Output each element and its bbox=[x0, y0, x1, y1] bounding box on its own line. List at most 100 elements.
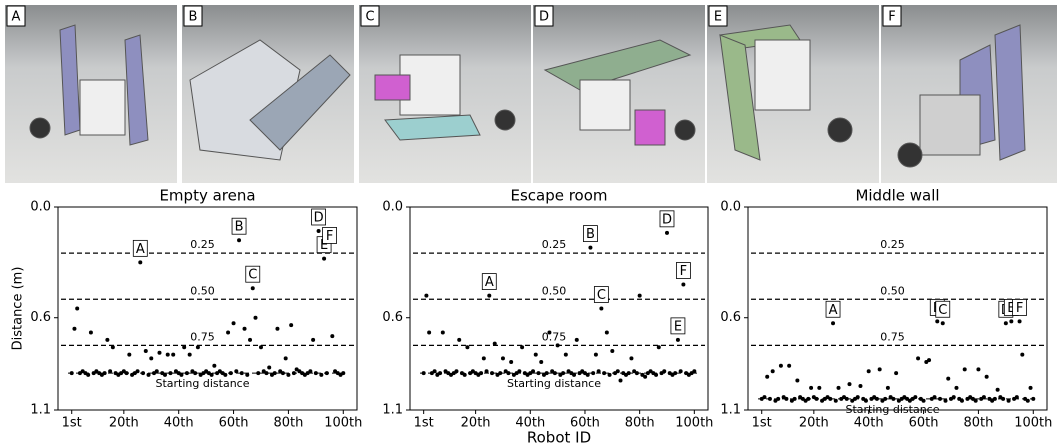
panel-letter: F bbox=[888, 10, 895, 25]
data-point bbox=[72, 326, 77, 331]
chart-title: Middle wall bbox=[855, 187, 939, 205]
data-point bbox=[591, 371, 596, 376]
y-tick-label: 0.6 bbox=[382, 310, 403, 325]
x-tick-label: 80th bbox=[963, 416, 993, 431]
data-point bbox=[427, 330, 432, 335]
data-point bbox=[618, 378, 623, 383]
panel-letter: C bbox=[365, 10, 374, 25]
data-point bbox=[833, 398, 838, 403]
data-point bbox=[539, 360, 544, 365]
data-point bbox=[280, 371, 285, 376]
data-point bbox=[520, 345, 525, 350]
data-point bbox=[250, 286, 255, 291]
panel-letter: E bbox=[714, 10, 722, 25]
data-point bbox=[767, 396, 772, 401]
data-point bbox=[778, 363, 783, 368]
data-point bbox=[267, 365, 272, 370]
annotation: F bbox=[1016, 301, 1023, 316]
annotation: D bbox=[662, 212, 672, 227]
data-point bbox=[626, 371, 631, 376]
data-point bbox=[847, 382, 852, 387]
data-point bbox=[588, 245, 593, 250]
data-point bbox=[322, 256, 327, 261]
data-point bbox=[256, 371, 261, 376]
data-point bbox=[992, 396, 997, 401]
annotation-box bbox=[322, 227, 337, 244]
data-point bbox=[440, 330, 445, 335]
data-point bbox=[1025, 398, 1030, 403]
x-tick-label: 100th bbox=[1014, 416, 1052, 431]
y-tick-label: 0.0 bbox=[382, 200, 403, 215]
data-point bbox=[1020, 352, 1025, 357]
threshold-label: 0.75 bbox=[190, 330, 215, 343]
panel-letter-box bbox=[6, 5, 26, 27]
data-point bbox=[245, 372, 250, 377]
data-point bbox=[844, 396, 849, 401]
data-point bbox=[291, 371, 296, 376]
data-point bbox=[593, 352, 598, 357]
data-point bbox=[432, 369, 437, 374]
data-point bbox=[1003, 321, 1008, 326]
data-point bbox=[855, 395, 860, 400]
annotation: C bbox=[597, 288, 606, 303]
annotation-box bbox=[1012, 299, 1027, 316]
data-point bbox=[454, 369, 459, 374]
y-tick-label: 0.6 bbox=[720, 310, 741, 325]
data-point bbox=[135, 369, 140, 374]
annotation-box bbox=[593, 286, 609, 303]
data-point bbox=[544, 371, 549, 376]
chart-title: Empty arena bbox=[159, 187, 255, 205]
data-point bbox=[951, 395, 956, 400]
data-point bbox=[673, 371, 678, 376]
threshold-label: 0.75 bbox=[880, 330, 905, 343]
data-point bbox=[498, 371, 503, 376]
robot-shapes bbox=[29, 24, 1026, 168]
annotation-box bbox=[675, 262, 691, 279]
data-point bbox=[858, 384, 863, 389]
annotation-box bbox=[935, 300, 951, 318]
data-point bbox=[662, 369, 667, 374]
data-point bbox=[995, 387, 1000, 392]
threshold-label: 0.25 bbox=[190, 238, 215, 251]
annotation: C bbox=[938, 303, 947, 318]
data-point bbox=[237, 238, 242, 243]
annotation: F bbox=[326, 229, 333, 244]
x-axis-label: Robot ID bbox=[527, 429, 591, 447]
data-point bbox=[599, 306, 604, 311]
data-point bbox=[943, 398, 948, 403]
data-point bbox=[976, 367, 981, 372]
data-point bbox=[69, 371, 74, 376]
data-point bbox=[1014, 395, 1019, 400]
data-point bbox=[127, 352, 132, 357]
data-point bbox=[973, 398, 978, 403]
annotation: D bbox=[314, 210, 324, 225]
x-tick-label: 100th bbox=[675, 416, 713, 431]
data-point bbox=[500, 356, 505, 361]
y-tick-label: 0.0 bbox=[720, 200, 741, 215]
x-tick-label: 100th bbox=[324, 416, 362, 431]
data-point bbox=[465, 345, 470, 350]
data-point bbox=[308, 369, 313, 374]
data-point bbox=[533, 352, 538, 357]
data-point bbox=[954, 385, 959, 390]
data-point bbox=[438, 371, 443, 376]
data-point bbox=[656, 345, 661, 350]
y-tick-label: 0.6 bbox=[30, 310, 51, 325]
y-tick-label: 1.1 bbox=[30, 403, 51, 418]
data-point bbox=[866, 369, 871, 374]
plot-frame bbox=[747, 206, 1048, 411]
data-point bbox=[253, 315, 258, 320]
data-point bbox=[490, 371, 495, 376]
data-point bbox=[509, 360, 514, 365]
data-point bbox=[484, 369, 489, 374]
data-point bbox=[182, 345, 187, 350]
data-point bbox=[1028, 385, 1033, 390]
data-point bbox=[149, 356, 154, 361]
data-point bbox=[138, 260, 143, 265]
data-point bbox=[226, 330, 231, 335]
data-point bbox=[692, 369, 697, 374]
data-point bbox=[664, 230, 669, 235]
data-point bbox=[981, 395, 986, 400]
data-point bbox=[531, 369, 536, 374]
